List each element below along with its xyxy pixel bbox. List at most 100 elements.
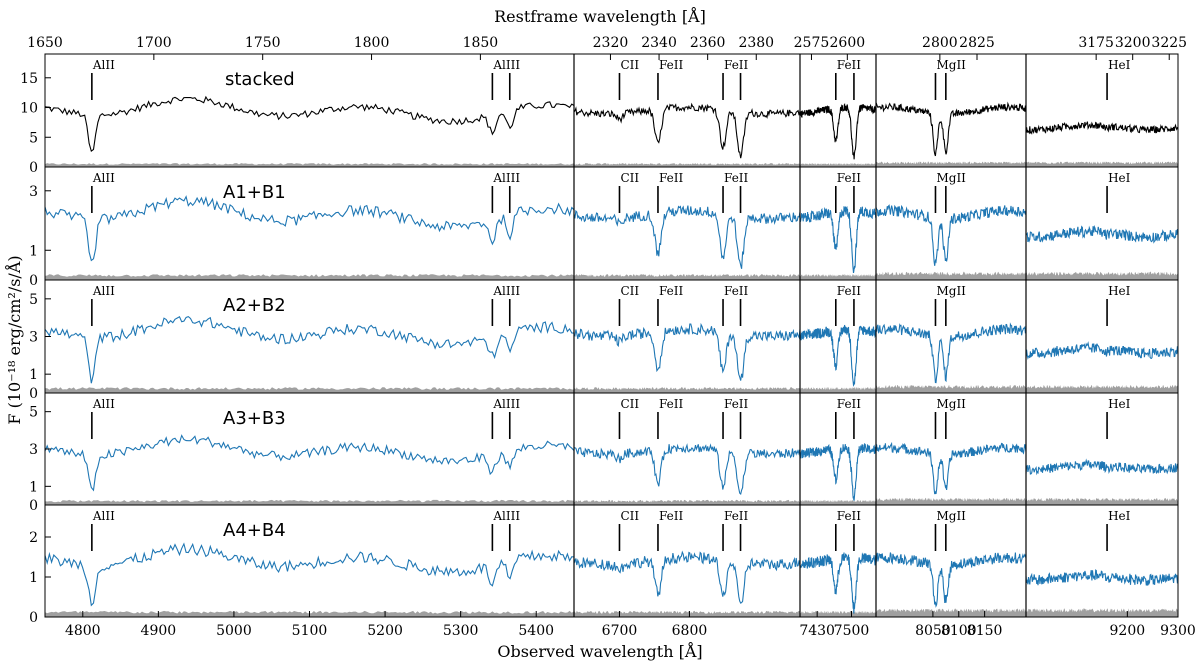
top-tick-label: 3175	[1078, 35, 1114, 51]
error-band-segment-1	[45, 499, 574, 505]
line-label-mgii: MgII	[936, 58, 966, 72]
error-band-segment-2	[574, 387, 800, 393]
error-band-segment-5	[1026, 384, 1178, 393]
line-label-feii: FeII	[724, 171, 749, 185]
spectrum-line-segment-1	[44, 195, 575, 262]
spectrum-line-segment-2	[573, 550, 801, 604]
spectrum-line-segment-4	[875, 552, 1027, 608]
top-tick-label: 2600	[830, 35, 866, 51]
line-label-feii: FeII	[659, 509, 684, 523]
line-label-hei: HeI	[1108, 397, 1131, 411]
bottom-tick-label: 9200	[1110, 623, 1146, 639]
panel-frame	[44, 279, 1179, 394]
line-label-mgii: MgII	[936, 284, 966, 298]
bottom-tick-label: 6800	[672, 623, 708, 639]
panel-a3-b3: 0 1 3 5 AlII AlIII CII FeII FeII FeII MgII HeI A3+B3	[29, 392, 1179, 514]
panel-name: A2+B2	[223, 295, 286, 316]
top-tick-label: 1750	[245, 35, 281, 51]
line-label-feii: FeII	[659, 397, 684, 411]
y-tick-label: 1	[29, 243, 38, 259]
spectrum-line-segment-5	[1025, 341, 1179, 360]
panel-frame	[44, 166, 1179, 281]
top-tick-label: 2380	[738, 35, 774, 51]
bottom-tick-label: 5000	[216, 623, 252, 639]
spectrum-line-segment-3	[799, 102, 877, 160]
error-band-segment-4	[876, 384, 1026, 393]
error-band-segment-2	[574, 163, 800, 167]
error-band-segment-1	[45, 387, 574, 393]
top-tick-label: 1850	[463, 35, 499, 51]
error-band-segment-4	[876, 161, 1026, 167]
line-label-feii: FeII	[724, 397, 749, 411]
bottom-tick-label: 5400	[518, 623, 554, 639]
spectrum-line-segment-2	[573, 205, 801, 269]
spectrum-line-segment-1	[44, 95, 575, 153]
line-label-cii: CII	[620, 58, 639, 72]
line-label-alii: AlII	[92, 171, 115, 185]
spectrum-line-segment-4	[875, 322, 1027, 384]
line-label-alii: AlII	[92, 509, 115, 523]
line-label-alii: AlII	[92, 397, 115, 411]
error-band-segment-2	[574, 274, 800, 280]
y-tick-label: 10	[20, 101, 38, 117]
line-label-aliii: AlIII	[492, 58, 520, 72]
y-tick-label: 0	[29, 386, 38, 402]
top-tick-label: 2825	[959, 35, 995, 51]
y-tick-label: 0	[29, 160, 38, 176]
line-label-mgii: MgII	[936, 509, 966, 523]
line-label-feii: FeII	[724, 509, 749, 523]
spectrum-line-segment-3	[799, 324, 877, 387]
line-label-aliii: AlIII	[492, 171, 520, 185]
error-band-segment-5	[1026, 608, 1178, 617]
bottom-tick-label: 5100	[292, 623, 328, 639]
y-tick-label: 1	[29, 570, 38, 586]
panel-stacked: 0 5 10 15 AlII AlIII CII FeII FeII FeII MgII HeI sta…	[20, 53, 1179, 176]
top-axis-label: Restframe wavelength [Å]	[494, 6, 706, 26]
y-tick-label: 0	[29, 273, 38, 289]
line-label-aliii: AlIII	[492, 397, 520, 411]
error-band-segment-1	[45, 163, 574, 167]
spectrum-line-segment-3	[799, 443, 877, 501]
spectrum-line-segment-1	[44, 434, 575, 492]
top-tick-label: 3200	[1115, 35, 1151, 51]
panel-name: A3+B3	[223, 408, 286, 429]
top-tick-label: 2360	[690, 35, 726, 51]
bottom-tick-label: 7430	[799, 623, 835, 639]
line-label-hei: HeI	[1108, 284, 1131, 298]
y-tick-label: 5	[29, 405, 38, 421]
panel-frame	[44, 504, 1179, 618]
spectrum-line-segment-4	[875, 441, 1027, 495]
top-tick-label: 2320	[593, 35, 629, 51]
y-tick-label: 0	[29, 610, 38, 626]
line-label-alii: AlII	[92, 58, 115, 72]
y-tick-label: 3	[29, 330, 38, 346]
error-band-segment-2	[574, 499, 800, 505]
top-tick-label: 1700	[136, 35, 172, 51]
bottom-tick-label: 8050	[915, 623, 951, 639]
y-tick-label: 1	[29, 479, 38, 495]
line-label-mgii: MgII	[936, 397, 966, 411]
line-label-feii: FeII	[724, 284, 749, 298]
error-band-segment-2	[574, 610, 800, 617]
line-label-feii: FeII	[837, 284, 862, 298]
line-label-feii: FeII	[837, 397, 862, 411]
line-label-feii: FeII	[837, 58, 862, 72]
bottom-tick-label: 5200	[367, 623, 403, 639]
spectrum-line-segment-5	[1025, 569, 1179, 586]
line-label-cii: CII	[620, 171, 639, 185]
y-tick-label: 3	[29, 184, 38, 200]
bottom-tick-label: 8100	[941, 623, 977, 639]
y-tick-label: 2	[29, 530, 38, 546]
top-tick-label: 1800	[354, 35, 390, 51]
bottom-tick-label: 5300	[443, 623, 479, 639]
y-tick-label: 0	[29, 498, 38, 514]
bottom-tick-label: 9300	[1160, 623, 1196, 639]
panel-name: A4+B4	[223, 520, 286, 541]
line-label-cii: CII	[620, 509, 639, 523]
line-label-cii: CII	[620, 284, 639, 298]
spectrum-line-segment-2	[574, 443, 801, 496]
spectrum-line-segment-5	[1025, 121, 1179, 135]
spectrum-line-segment-5	[1025, 458, 1179, 476]
line-label-feii: FeII	[724, 58, 749, 72]
